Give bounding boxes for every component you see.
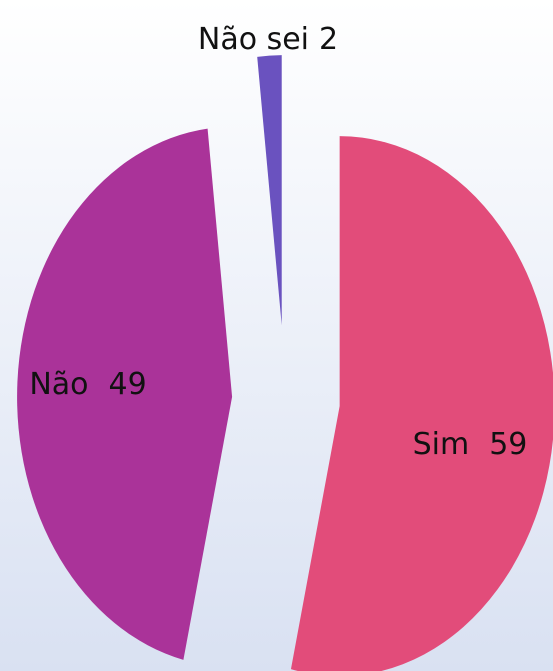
label-value: 59 <box>489 427 527 462</box>
label-value: 2 <box>319 22 338 57</box>
data-label: Não sei 2 <box>198 22 338 57</box>
pie-slice <box>257 55 282 326</box>
label-category: Não sei <box>198 22 309 57</box>
pie-slice <box>17 128 233 660</box>
label-category: Não <box>29 367 88 402</box>
pie-slice <box>290 136 553 671</box>
label-value: 49 <box>109 367 147 402</box>
data-label: Sim 59 <box>413 427 528 462</box>
data-label: Não 49 <box>29 367 146 402</box>
label-category: Sim <box>413 427 470 462</box>
